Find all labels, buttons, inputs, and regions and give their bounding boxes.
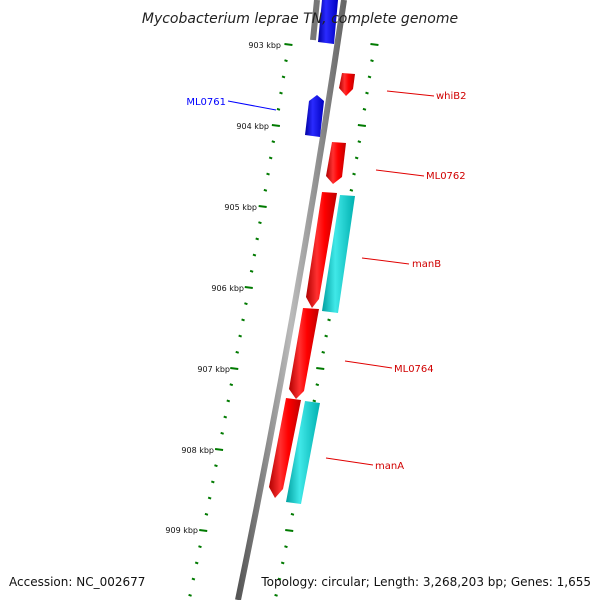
gene-manA[interactable]	[269, 398, 301, 498]
gene-top-reverse[interactable]	[318, 0, 338, 44]
label-ML0762[interactable]: ML0762	[375, 169, 466, 182]
major-tick	[199, 529, 208, 532]
label-ML0761[interactable]: ML0761	[186, 97, 277, 111]
gene-ML0761[interactable]	[305, 95, 324, 137]
minor-tick	[207, 496, 212, 500]
tick-label-907: 907 kbp	[197, 365, 230, 374]
tick-label-905: 905 kbp	[224, 203, 257, 212]
major-tick	[258, 205, 267, 208]
gene-label-ML0764: ML0764	[394, 364, 434, 375]
genome-backbone-top-segment	[310, 0, 320, 41]
minor-tick	[249, 269, 254, 273]
gene-label-manB: manB	[412, 259, 441, 270]
gene-label-manA: manA	[375, 461, 404, 472]
gene-manB[interactable]	[306, 192, 337, 308]
minor-tick	[349, 188, 354, 192]
minor-tick	[271, 140, 276, 144]
minor-tick	[238, 334, 242, 338]
major-tick	[357, 124, 367, 127]
tick-label-904: 904 kbp	[236, 122, 269, 131]
minor-tick	[210, 480, 215, 484]
minor-tick	[281, 75, 286, 79]
minor-tick	[290, 512, 295, 516]
minor-tick	[370, 59, 374, 63]
minor-tick	[244, 302, 248, 306]
minor-tick	[194, 561, 199, 565]
minor-tick	[226, 399, 231, 403]
minor-tick	[268, 156, 273, 160]
minor-tick	[279, 91, 283, 95]
minor-tick	[327, 318, 331, 322]
major-tick	[316, 367, 325, 370]
minor-tick	[315, 383, 320, 387]
minor-tick	[357, 140, 362, 144]
minor-tick	[220, 431, 224, 435]
tick-label-906: 906 kbp	[211, 284, 244, 293]
minor-tick	[354, 156, 359, 160]
topology-summary: Topology: circular; Length: 3,268,203 bp…	[260, 575, 591, 589]
minor-tick	[324, 334, 328, 338]
gene-label-ML0761: ML0761	[186, 97, 226, 108]
gene-whiB2[interactable]	[339, 73, 355, 96]
feature-manB[interactable]	[322, 195, 355, 313]
minor-tick	[274, 593, 278, 597]
minor-tick	[255, 237, 260, 241]
major-tick	[284, 43, 293, 46]
minor-tick	[312, 399, 317, 403]
minor-tick	[263, 188, 268, 192]
tick-label-908: 908 kbp	[181, 446, 214, 455]
minor-tick	[365, 91, 369, 95]
major-tick	[370, 43, 379, 46]
major-tick	[244, 286, 253, 289]
minor-tick	[362, 107, 367, 111]
minor-tick	[266, 172, 270, 176]
minor-tick	[252, 253, 257, 257]
minor-tick	[284, 59, 288, 63]
minor-tick	[235, 350, 240, 354]
feature-manA[interactable]	[286, 401, 320, 504]
gene-ML0764[interactable]	[289, 308, 319, 399]
minor-tick	[214, 464, 218, 468]
minor-tick	[198, 545, 202, 549]
minor-tick	[229, 383, 234, 387]
minor-tick	[277, 577, 282, 581]
minor-tick	[241, 318, 245, 322]
accession-text: Accession: NC_002677	[9, 575, 145, 589]
map-title: Mycobacterium leprae TN, complete genome	[142, 11, 458, 27]
minor-tick	[321, 350, 326, 354]
minor-tick	[204, 512, 209, 516]
minor-tick	[188, 593, 192, 597]
tick-label-903: 903 kbp	[248, 41, 281, 50]
outer-tick-track	[188, 43, 293, 597]
minor-tick	[367, 75, 372, 79]
tick-labels: 903 kbp 904 kbp 905 kbp 906 kbp 907 kbp …	[165, 41, 281, 535]
genome-backbone	[235, 0, 347, 600]
label-ML0764[interactable]: ML0764	[344, 360, 434, 375]
minor-tick	[352, 172, 356, 176]
gene-ML0762[interactable]	[326, 142, 346, 184]
label-manB[interactable]: manB	[361, 257, 441, 270]
major-tick	[271, 124, 281, 127]
tick-label-909: 909 kbp	[165, 526, 198, 535]
minor-tick	[223, 415, 228, 419]
minor-tick	[284, 545, 288, 549]
gene-label-whiB2: whiB2	[436, 91, 467, 102]
label-whiB2[interactable]: whiB2	[386, 90, 467, 102]
minor-tick	[276, 107, 281, 111]
label-manA[interactable]: manA	[325, 457, 404, 472]
major-tick	[214, 448, 224, 451]
major-tick	[285, 529, 294, 532]
minor-tick	[191, 577, 196, 581]
minor-tick	[258, 221, 262, 225]
gene-label-ML0762: ML0762	[426, 171, 466, 182]
major-tick	[230, 367, 239, 370]
minor-tick	[280, 561, 285, 565]
